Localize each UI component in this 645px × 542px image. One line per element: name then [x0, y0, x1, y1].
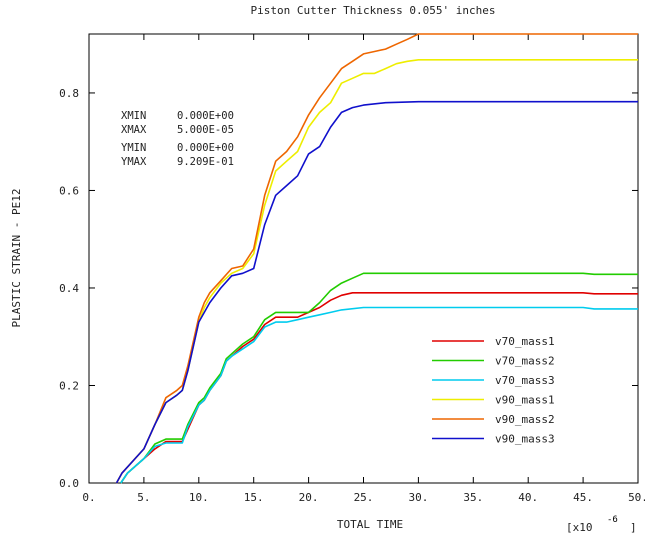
- legend-label: v70_mass1: [495, 335, 555, 348]
- y-tick-label: 0.0: [59, 477, 79, 490]
- x-tick-label: 20.: [299, 491, 319, 504]
- y-tick-label: 0.4: [59, 282, 79, 295]
- legend-label: v70_mass2: [495, 355, 555, 368]
- info-value: 5.000E-05: [177, 124, 234, 136]
- y-axis-label: PLASTIC STRAIN - PE12: [10, 188, 23, 327]
- info-label: YMIN: [121, 142, 146, 154]
- series-line-v90-mass2: [115, 33, 638, 484]
- info-value: 9.209E-01: [177, 156, 234, 168]
- x-multiplier-exponent: -6: [607, 515, 618, 525]
- legend: v70_mass1 v70_mass2 v70_mass3 v90_mass1 v90_…: [432, 335, 555, 446]
- x-tick-label: 30.: [408, 491, 428, 504]
- info-label: YMAX: [121, 156, 147, 168]
- x-multiplier: [x10 -6 ]: [566, 515, 637, 534]
- x-axis-label: TOTAL TIME: [337, 518, 403, 531]
- x-multiplier-base: [x10: [566, 521, 593, 534]
- x-axis: 0. 5. 10. 15. 20. 25. 30. 35. 40. 45. 50.: [82, 34, 645, 504]
- x-tick-label: 25.: [354, 491, 374, 504]
- series-line-v70-mass1: [120, 291, 638, 484]
- info-value: 0.000E+00: [177, 142, 234, 154]
- y-tick-label: 0.2: [59, 379, 79, 392]
- x-multiplier-close: ]: [630, 521, 637, 534]
- legend-label: v70_mass3: [495, 374, 555, 387]
- x-tick-label: 10.: [189, 491, 209, 504]
- x-tick-label: 0.: [82, 491, 95, 504]
- x-tick-label: 35.: [463, 491, 483, 504]
- chart-title: Piston Cutter Thickness 0.055' inches: [250, 4, 495, 17]
- series-lines: [115, 33, 638, 484]
- series-line-v70-mass2: [120, 272, 638, 484]
- series-line-v70-mass3: [120, 306, 638, 484]
- y-tick-label: 0.8: [59, 87, 79, 100]
- series-line-v90-mass3: [115, 100, 638, 484]
- x-tick-label: 45.: [573, 491, 593, 504]
- info-value: 0.000E+00: [177, 110, 234, 122]
- legend-label: v90_mass1: [495, 394, 555, 407]
- info-label: XMIN: [121, 110, 146, 122]
- x-tick-label: 5.: [137, 491, 150, 504]
- y-axis: 0.0 0.2 0.4 0.6 0.8: [59, 87, 638, 490]
- legend-label: v90_mass2: [495, 413, 555, 426]
- x-tick-label: 50.: [628, 491, 645, 504]
- info-label: XMAX: [121, 124, 147, 136]
- x-tick-label: 40.: [518, 491, 538, 504]
- info-block: XMIN 0.000E+00 XMAX 5.000E-05 YMIN 0.000E+00 Y…: [121, 110, 234, 168]
- y-tick-label: 0.6: [59, 184, 79, 197]
- legend-label: v90_mass3: [495, 433, 555, 446]
- x-tick-label: 15.: [244, 491, 264, 504]
